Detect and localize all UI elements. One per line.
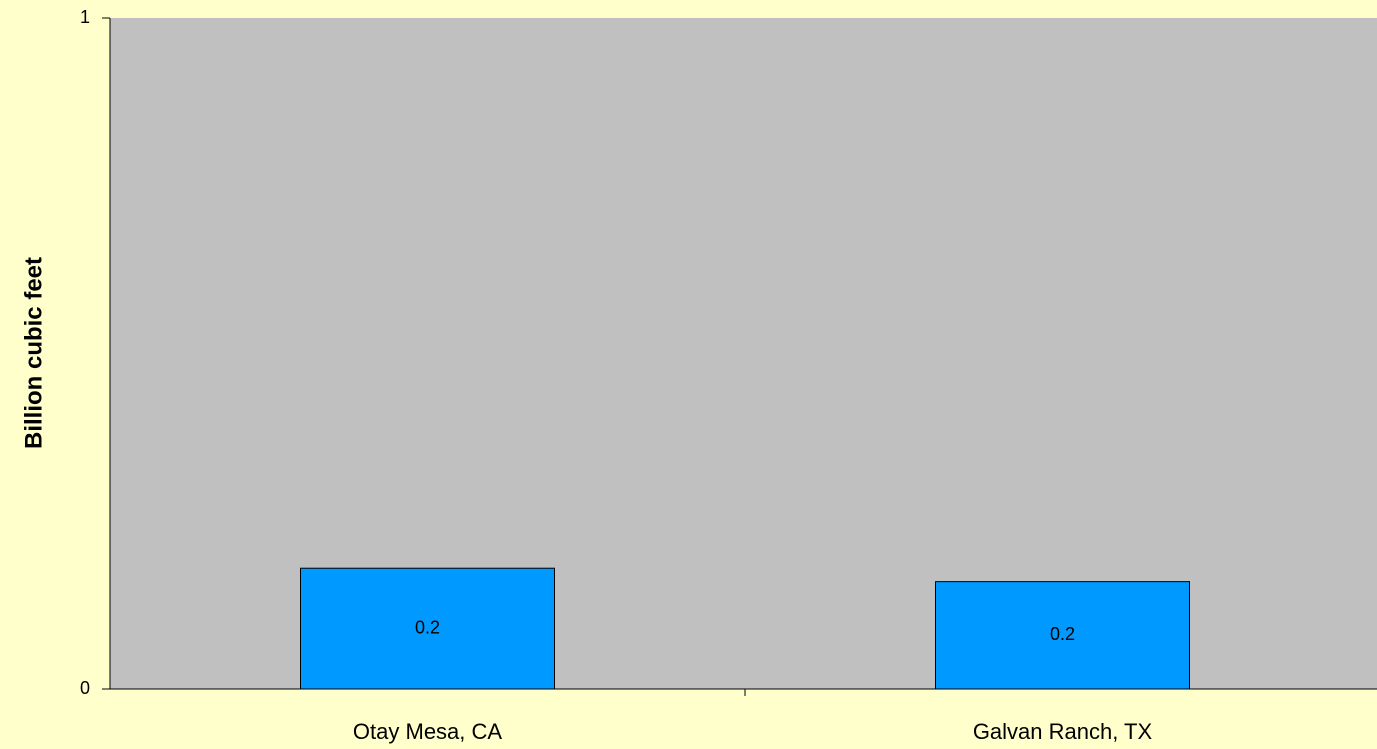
x-tick-label: Galvan Ranch, TX <box>973 719 1153 744</box>
x-tick-label: Otay Mesa, CA <box>353 719 502 744</box>
bar <box>300 567 555 690</box>
data-label: 0.2 <box>415 617 440 637</box>
data-label: 0.2 <box>1050 624 1075 644</box>
y-tick-label: 1 <box>80 7 90 27</box>
y-axis-label: Billion cubic feet <box>20 257 47 449</box>
y-tick-label: 0 <box>80 678 90 698</box>
